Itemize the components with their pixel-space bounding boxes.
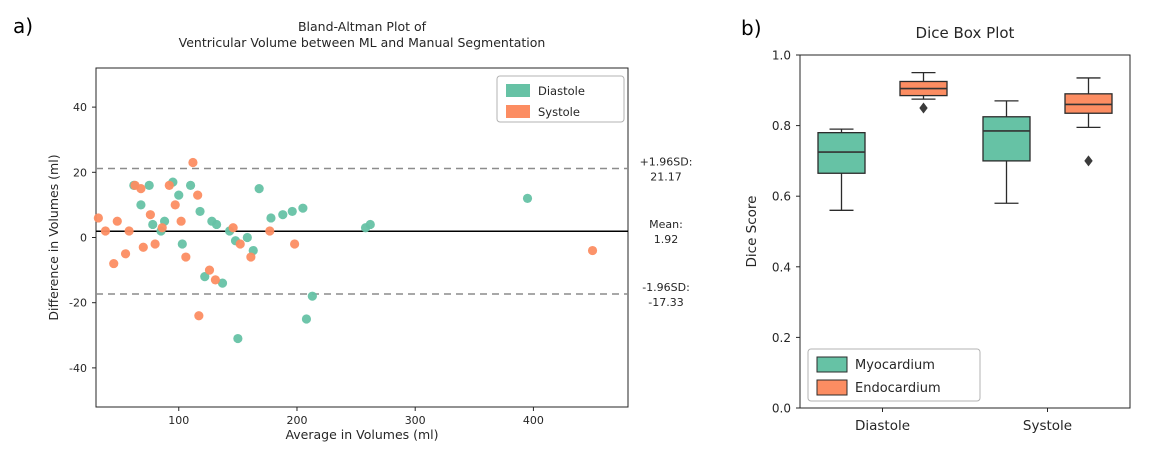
scatter-point-systole bbox=[246, 252, 256, 262]
scatter-point-diastole bbox=[185, 180, 196, 190]
scatter-point-systole bbox=[235, 239, 245, 249]
reference-line-value: 1.92 bbox=[654, 233, 679, 246]
x-tick-label: 400 bbox=[523, 414, 544, 427]
scatter-point-systole bbox=[181, 252, 191, 262]
scatter-point-systole bbox=[164, 180, 174, 190]
outlier-diamond bbox=[919, 102, 928, 114]
chart-b-title: Dice Box Plot bbox=[916, 24, 1015, 42]
scatter-point-diastole bbox=[522, 193, 533, 203]
scatter-point-systole bbox=[193, 190, 203, 200]
plot-area-a bbox=[95, 67, 629, 408]
scatter-point-systole bbox=[265, 226, 275, 236]
legend-b-swatch bbox=[816, 379, 848, 396]
chart-a-title-line: Ventricular Volume between ML and Manual… bbox=[179, 35, 546, 50]
legend-b-box bbox=[807, 348, 981, 402]
y-tick-label: 0.6 bbox=[772, 190, 791, 204]
scatter-point-diastole bbox=[195, 206, 205, 217]
scatter-point-systole bbox=[145, 210, 155, 220]
scatter-point-diastole bbox=[144, 180, 154, 190]
scatter-point-systole bbox=[194, 311, 204, 321]
y-tick-label: 1.0 bbox=[772, 49, 791, 63]
scatter-point-systole bbox=[170, 200, 180, 210]
chart-a-title-line: Bland-Altman Plot of bbox=[298, 19, 427, 34]
scatter-point-systole bbox=[93, 213, 103, 223]
scatter-point-diastole bbox=[266, 213, 276, 223]
panel-label-b: b) bbox=[741, 16, 762, 40]
legend-a-swatch bbox=[506, 105, 530, 118]
scatter-point-diastole bbox=[174, 190, 184, 200]
scatter-point-systole bbox=[100, 226, 111, 236]
scatter-point-systole bbox=[204, 265, 215, 275]
scatter-point-systole bbox=[210, 275, 221, 285]
y-tick-label: 0.2 bbox=[772, 331, 791, 345]
x-axis-label: Average in Volumes (ml) bbox=[285, 427, 438, 442]
scatter-point-systole bbox=[150, 239, 160, 249]
reference-line-label: -1.96SD: bbox=[642, 281, 690, 294]
scatter-point-diastole bbox=[365, 219, 375, 230]
reference-line-label: Mean: bbox=[649, 218, 683, 231]
scatter-point-diastole bbox=[211, 219, 222, 230]
box-myocardium-systole bbox=[982, 116, 1031, 162]
scatter-point-diastole bbox=[278, 210, 288, 220]
y-axis-label: Dice Score bbox=[744, 196, 760, 268]
scatter-point-systole bbox=[112, 216, 122, 226]
y-tick-label: 0.4 bbox=[772, 260, 791, 274]
scatter-point-systole bbox=[228, 223, 238, 233]
panel-label-a: a) bbox=[13, 14, 34, 38]
scatter-point-diastole bbox=[307, 291, 317, 301]
legend-a-label: Systole bbox=[538, 105, 580, 119]
scatter-point-systole bbox=[587, 245, 598, 256]
category-label: Diastole bbox=[855, 418, 910, 434]
scatter-point-diastole bbox=[301, 314, 312, 324]
legend-b-swatch bbox=[816, 356, 848, 373]
scatter-point-systole bbox=[120, 249, 131, 259]
scatter-point-diastole bbox=[233, 333, 243, 344]
scatter-point-systole bbox=[109, 258, 119, 269]
y-tick-label: -20 bbox=[69, 297, 87, 310]
scatter-point-systole bbox=[290, 239, 300, 249]
scatter-point-diastole bbox=[287, 206, 297, 217]
scatter-point-diastole bbox=[242, 232, 252, 243]
y-axis-label: Difference in Volumes (ml) bbox=[46, 154, 61, 320]
reference-line-value: -17.33 bbox=[648, 296, 683, 309]
box-endocardium-systole bbox=[1064, 93, 1113, 114]
scatter-point-systole bbox=[188, 157, 198, 168]
scatter-point-diastole bbox=[177, 239, 187, 249]
scatter-point-diastole bbox=[200, 272, 210, 282]
x-tick-label: 300 bbox=[405, 414, 426, 427]
y-tick-label: 0 bbox=[80, 232, 87, 245]
scatter-point-diastole bbox=[136, 200, 146, 210]
legend-b-label: Myocardium bbox=[855, 358, 935, 373]
dice-box-plot-chart: Dice Box Plot 0.0 0.2 0.4 0.6 0.8 1.0 Diastole S… bbox=[744, 24, 1131, 434]
reference-line-label: +1.96SD: bbox=[640, 155, 693, 168]
y-tick-label: 0.8 bbox=[772, 119, 791, 133]
y-tick-label: 20 bbox=[73, 166, 87, 179]
scatter-point-systole bbox=[176, 216, 186, 226]
y-tick-label: -40 bbox=[69, 362, 87, 375]
y-tick-label: 0.0 bbox=[772, 402, 791, 416]
outlier-diamond bbox=[1084, 155, 1093, 167]
legend-a-label: Diastole bbox=[538, 84, 585, 98]
scatter-point-diastole bbox=[148, 219, 158, 230]
scatter-point-systole bbox=[157, 223, 167, 233]
y-tick-label: 40 bbox=[73, 101, 87, 114]
scatter-point-diastole bbox=[254, 184, 264, 194]
scatter-point-systole bbox=[136, 184, 146, 194]
legend-a-swatch bbox=[506, 84, 530, 97]
x-tick-label: 200 bbox=[286, 414, 307, 427]
scatter-point-diastole bbox=[298, 203, 308, 213]
scatter-point-diastole bbox=[217, 278, 228, 288]
reference-line-value: 21.17 bbox=[650, 170, 682, 183]
category-label: Systole bbox=[1023, 418, 1072, 434]
box-myocardium-diastole bbox=[817, 132, 866, 174]
scatter-point-systole bbox=[138, 242, 148, 252]
x-tick-label: 100 bbox=[168, 414, 189, 427]
legend-b-label: Endocardium bbox=[855, 381, 941, 396]
scatter-point-systole bbox=[124, 226, 134, 236]
